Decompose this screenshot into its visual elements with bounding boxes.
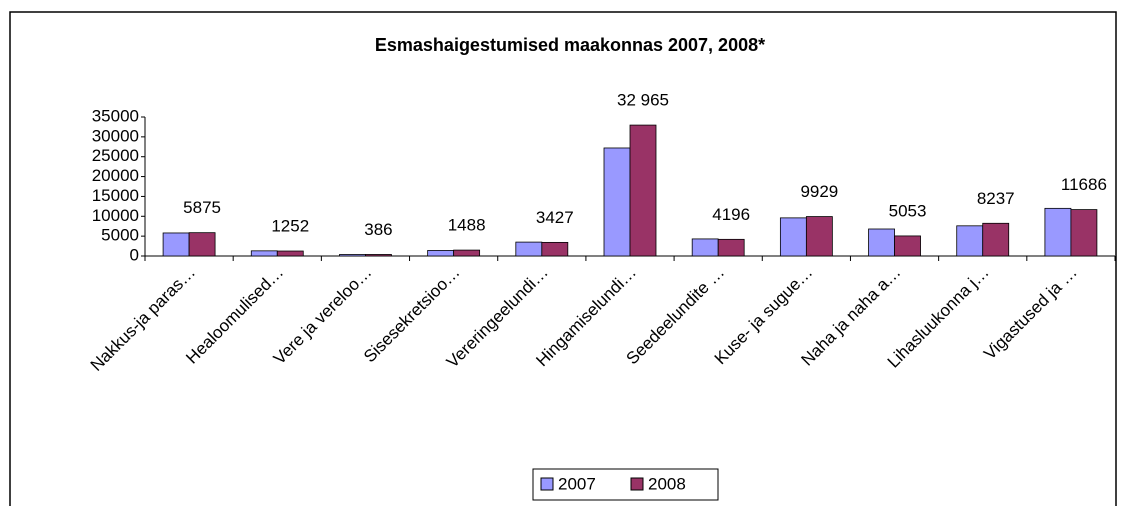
chart-title: Esmashaigestumised maakonnas 2007, 2008* [375,35,765,55]
x-tick-label: Sisesekretsioo… [360,263,464,367]
bar [805,216,833,257]
bar [1044,207,1072,257]
legend-label: 2008 [648,474,686,493]
y-tick-label: 35000 [92,106,139,125]
bar [276,250,304,257]
bar [603,147,631,257]
legend-swatch [630,477,644,491]
bar [868,228,895,257]
bar [629,124,657,257]
data-label: 11686 [1061,175,1107,194]
bar [541,241,569,257]
data-label: 5875 [183,198,221,217]
data-label: 386 [364,220,392,239]
data-label: 4196 [712,205,750,224]
bar [365,254,392,257]
y-tick-label: 15000 [92,186,139,205]
bar [717,238,745,257]
legend [532,468,719,501]
data-label: 8237 [977,189,1015,208]
data-label: 3427 [536,208,574,227]
bar [982,222,1010,257]
y-tick-label: 5000 [101,226,139,245]
data-label: 1252 [271,217,309,236]
bar [427,250,455,257]
y-tick-label: 20000 [92,166,139,185]
bar [779,217,807,257]
bar [894,235,921,257]
chart-border [9,11,1117,506]
bar [515,241,543,257]
bar [691,238,719,257]
y-tick-label: 25000 [92,146,139,165]
data-label: 9929 [800,182,838,201]
bar [1070,209,1098,257]
x-tick-label: Nakkus-ja paras… [87,263,199,375]
x-tick-label: Vigastused ja … [980,263,1081,364]
legend-swatch [540,477,554,491]
data-label: 5053 [889,201,927,220]
bar [188,232,216,257]
bar [250,250,278,257]
bar [339,254,366,257]
data-label: 32 965 [617,91,669,110]
bar [162,232,190,257]
y-tick-label: 0 [130,245,139,264]
bar [956,225,984,257]
y-tick-label: 10000 [92,206,139,225]
legend-label: 2007 [558,474,596,493]
data-label: 1488 [448,216,486,235]
bar [453,249,481,257]
y-tick-label: 30000 [92,126,139,145]
